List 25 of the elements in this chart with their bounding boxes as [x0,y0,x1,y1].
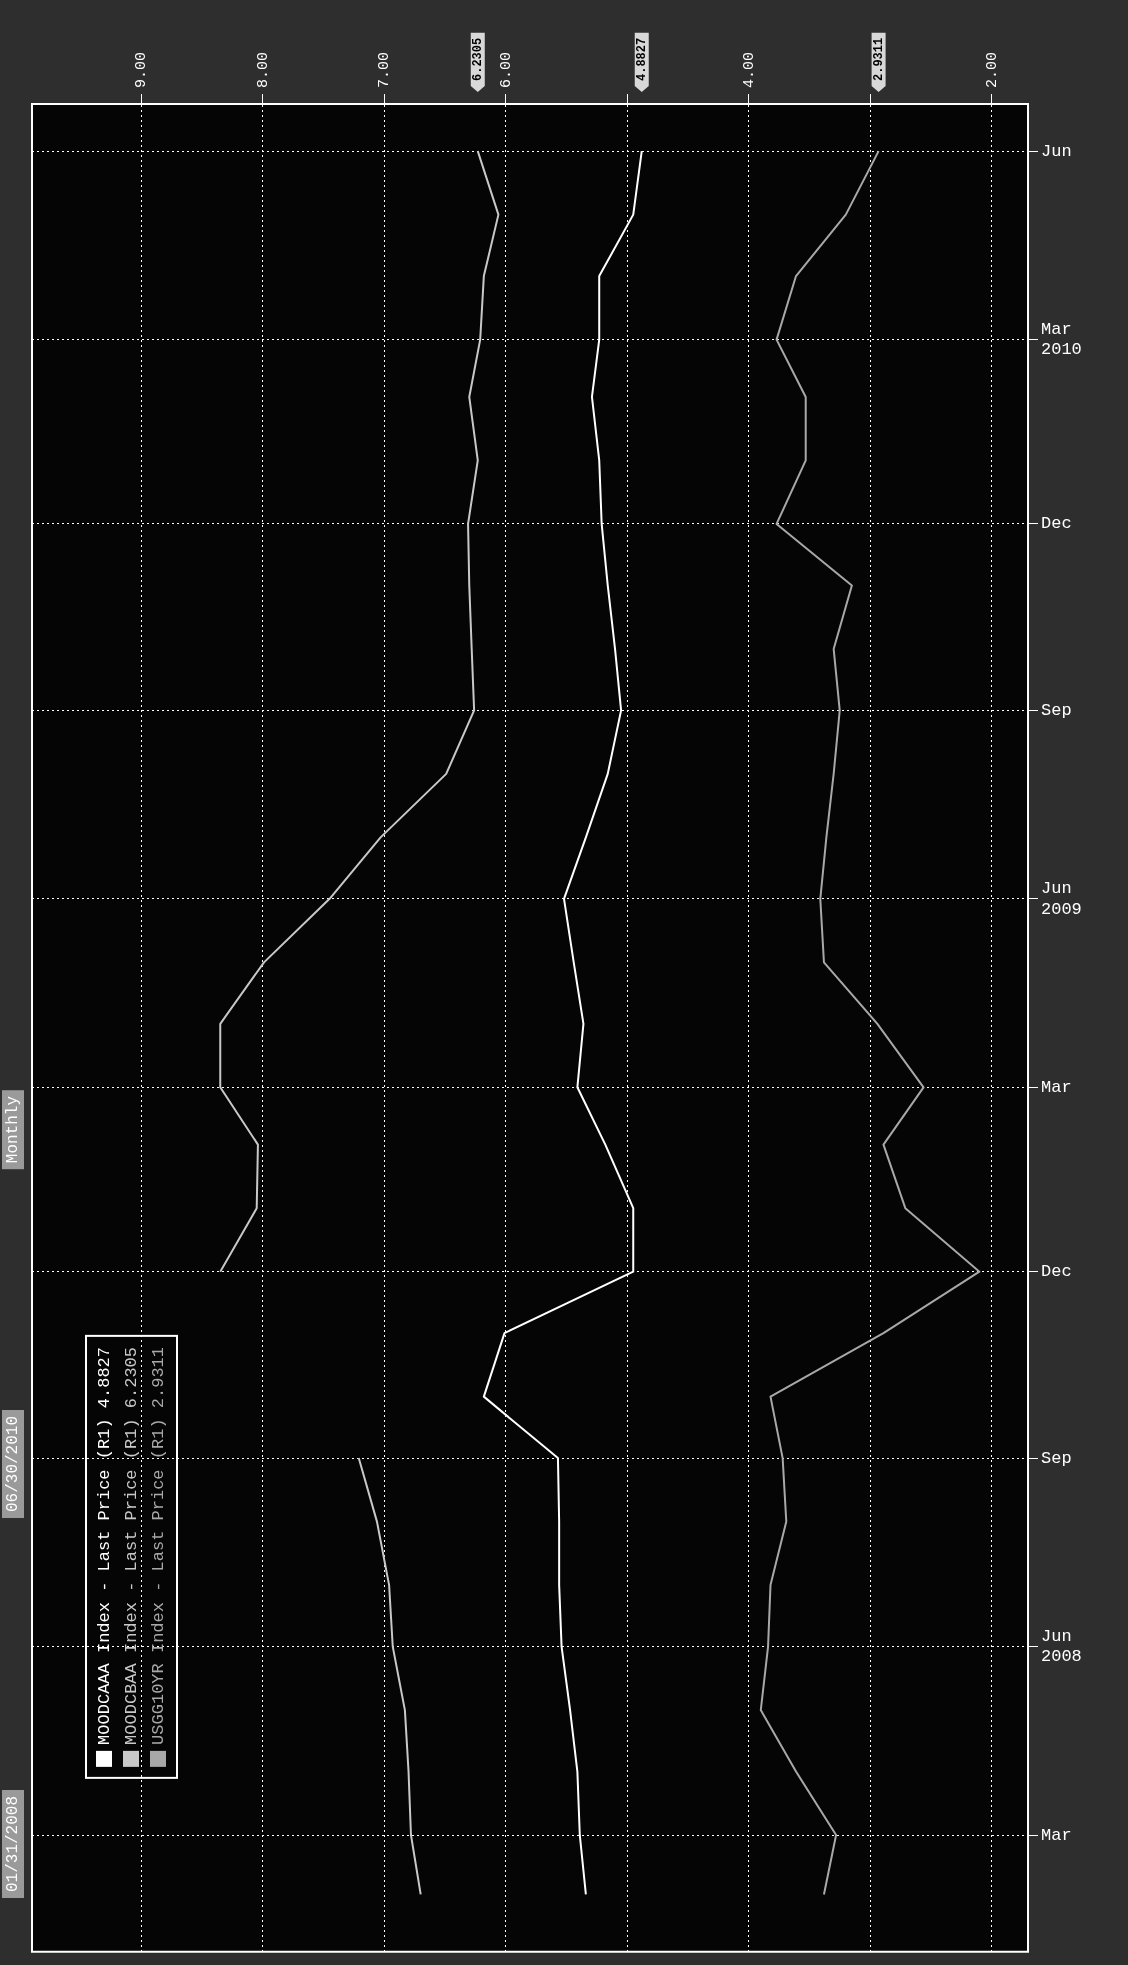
text: 6.2305 [470,37,485,81]
y-tick-label: Jun [1041,141,1072,161]
x-tick-label: 6.00 [497,51,515,88]
text: MOODCAAA Index - Last Price (R1) 4.8827 [95,1347,114,1745]
text: MOODCBAA Index - Last Price (R1) 6.2305 [122,1347,141,1745]
text: Monthly [2,1090,24,1170]
text: 2.9311 [871,37,886,81]
text: 06/30/2010 [2,1410,24,1519]
y-tick-label: Sep [1041,700,1072,720]
y-tick-label: Mar [1041,1825,1072,1845]
x-tick-label: 8.00 [254,51,272,88]
y-tick-label: Dec [1041,514,1072,534]
x-tick-label: 2.00 [983,51,1001,88]
y-tick-label: Sep [1041,1448,1072,1468]
y-tick-label: Dec [1041,1262,1072,1282]
y-tick-label: Mar 2010 [1041,319,1082,360]
text: USGG10YR Index - Last Price (R1) 2.9311 [149,1347,168,1745]
x-tick-label: 9.00 [133,51,151,88]
y-tick-label: Jun 2009 [1041,879,1082,919]
text: 4.8827 [634,37,649,81]
x-tick-label: 4.00 [740,51,758,88]
y-tick-label: Jun 2008 [1041,1626,1082,1667]
x-tick-label: 7.00 [376,51,394,88]
y-tick-label: Mar [1041,1077,1072,1097]
text: 01/31/2008 [2,1790,24,1899]
